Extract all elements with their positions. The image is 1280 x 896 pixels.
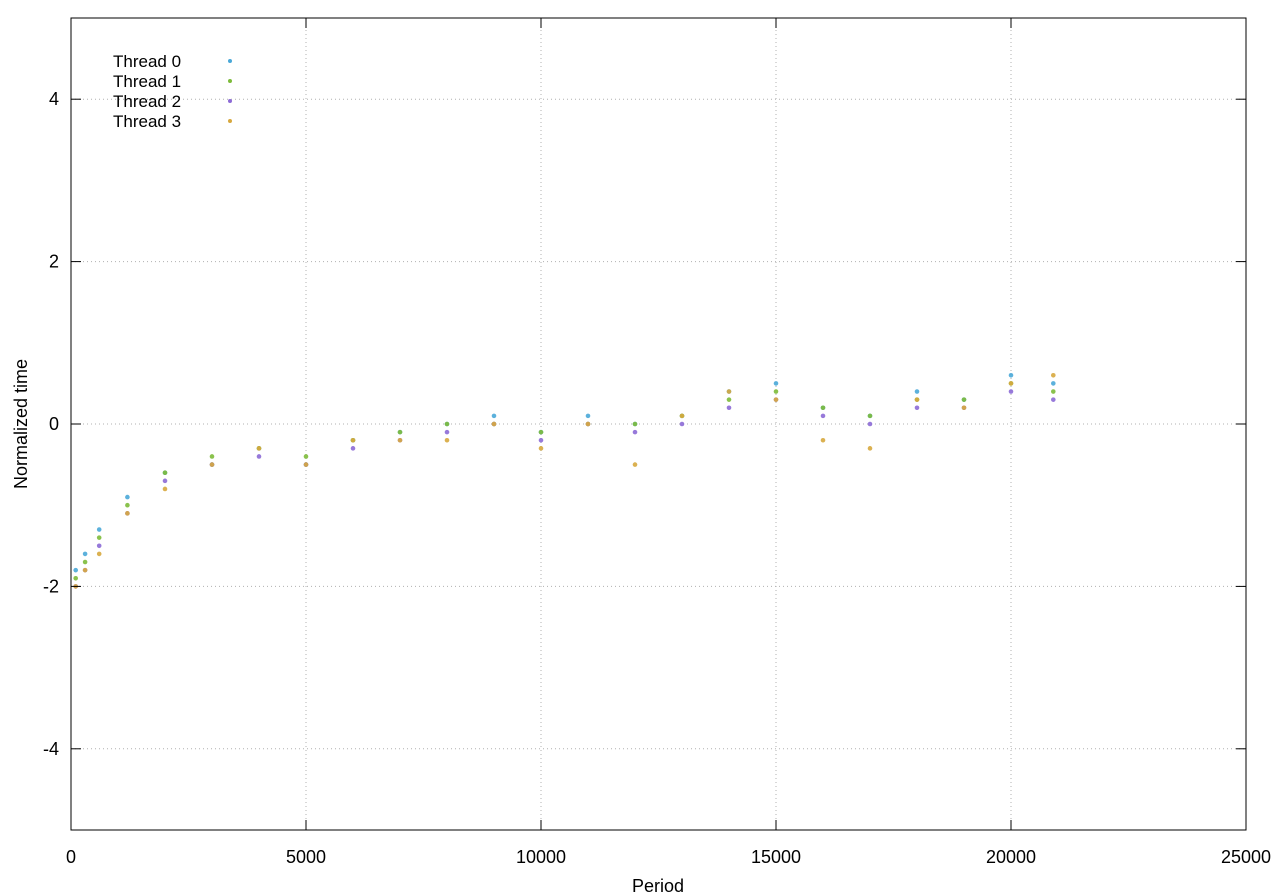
legend-label: Thread 3 <box>113 112 181 131</box>
data-point <box>96 551 102 557</box>
y-tick-label: 4 <box>49 89 59 109</box>
tick-labels-layer: 0 5000 10000 15000 20000 25000 -4 -2 0 2 4 <box>43 89 1271 867</box>
data-point <box>73 575 78 581</box>
data-point <box>773 397 779 402</box>
data-point <box>444 437 450 443</box>
data-point <box>209 454 215 459</box>
data-point <box>679 421 685 427</box>
legend-marker <box>228 119 232 123</box>
data-point <box>125 494 130 500</box>
x-tick-label: 20000 <box>986 847 1036 867</box>
data-point <box>82 559 88 565</box>
data-point <box>773 381 779 386</box>
data-point <box>914 389 920 394</box>
data-point <box>125 502 130 508</box>
data-point <box>820 437 826 443</box>
data-point <box>726 389 732 394</box>
data-point <box>1051 389 1056 394</box>
data-point <box>162 486 168 492</box>
data-point <box>444 429 450 435</box>
data-point <box>914 397 920 402</box>
grid-layer <box>71 18 1246 830</box>
data-point <box>914 405 920 411</box>
x-tick-label: 10000 <box>516 847 566 867</box>
data-point <box>1008 372 1014 378</box>
data-point <box>867 446 873 451</box>
y-tick-label: 0 <box>49 414 59 434</box>
data-point <box>82 551 88 557</box>
y-tick-label: 2 <box>49 252 59 272</box>
data-point <box>585 413 591 419</box>
legend-label: Thread 0 <box>113 52 181 71</box>
y-tick-label: -2 <box>43 576 59 596</box>
data-point <box>538 429 544 435</box>
data-point <box>726 405 732 411</box>
data-point <box>397 429 403 435</box>
y-tick-label: -4 <box>43 739 59 759</box>
x-tick-label: 25000 <box>1221 847 1271 867</box>
data-point <box>350 446 356 451</box>
data-point <box>256 446 262 451</box>
data-point <box>350 437 356 443</box>
data-point <box>209 462 215 467</box>
data-point <box>125 511 130 516</box>
data-point <box>82 567 88 573</box>
x-axis-label: Period <box>632 876 684 896</box>
data-point <box>867 421 873 427</box>
legend-marker <box>228 99 232 103</box>
data-point <box>96 535 102 540</box>
data-point <box>961 397 967 402</box>
data-point <box>1051 397 1056 402</box>
data-point <box>538 437 544 443</box>
data-point <box>303 462 309 467</box>
data-point <box>585 421 591 427</box>
data-point <box>632 421 638 427</box>
data-point <box>726 397 732 402</box>
x-tick-label: 5000 <box>286 847 326 867</box>
data-point <box>632 462 638 467</box>
legend-label: Thread 2 <box>113 92 181 111</box>
data-point <box>820 413 826 419</box>
data-point <box>773 389 779 394</box>
data-point <box>96 543 102 549</box>
legend-label: Thread 1 <box>113 72 181 91</box>
legend-marker <box>228 59 232 63</box>
data-point <box>96 527 102 532</box>
data-point <box>397 437 403 443</box>
data-point <box>491 413 497 419</box>
series-3 <box>73 372 1056 589</box>
data-point <box>679 413 685 419</box>
data-point <box>632 429 638 435</box>
data-point <box>1008 381 1014 386</box>
legend-marker <box>228 79 232 83</box>
x-tick-label: 15000 <box>751 847 801 867</box>
y-axis-label: Normalized time <box>11 359 31 489</box>
data-point <box>303 454 309 459</box>
data-point <box>444 421 450 427</box>
data-point <box>73 567 78 573</box>
data-point <box>1051 381 1056 386</box>
points-layer <box>73 372 1056 589</box>
data-point <box>867 413 873 419</box>
data-point <box>162 478 168 484</box>
data-point <box>491 421 497 427</box>
data-point <box>1051 372 1056 378</box>
data-point <box>256 454 262 459</box>
data-point <box>162 470 168 476</box>
data-point <box>961 405 967 411</box>
data-point <box>820 405 826 411</box>
ticks-layer <box>70 18 1247 830</box>
data-point <box>1008 389 1014 394</box>
data-point <box>538 446 544 451</box>
x-tick-label: 0 <box>66 847 76 867</box>
